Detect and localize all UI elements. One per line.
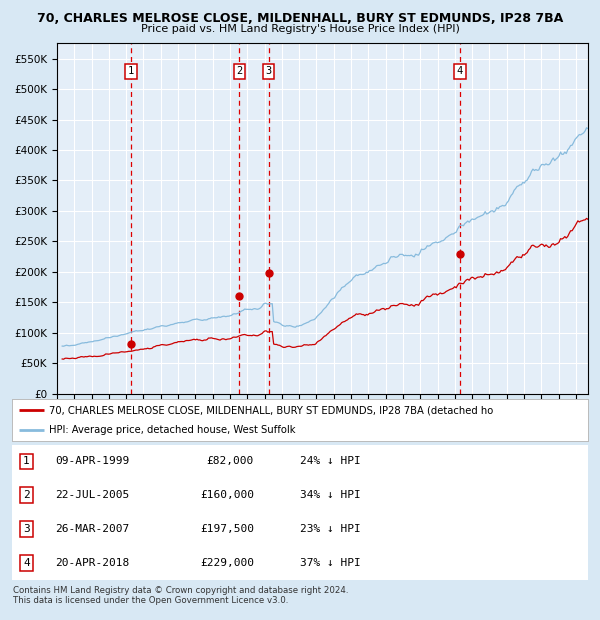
Text: 37% ↓ HPI: 37% ↓ HPI xyxy=(300,558,361,568)
Text: 34% ↓ HPI: 34% ↓ HPI xyxy=(300,490,361,500)
Text: 70, CHARLES MELROSE CLOSE, MILDENHALL, BURY ST EDMUNDS, IP28 7BA (detached ho: 70, CHARLES MELROSE CLOSE, MILDENHALL, B… xyxy=(49,405,494,415)
Text: This data is licensed under the Open Government Licence v3.0.: This data is licensed under the Open Gov… xyxy=(13,596,289,606)
Text: Price paid vs. HM Land Registry's House Price Index (HPI): Price paid vs. HM Land Registry's House … xyxy=(140,24,460,34)
Text: 20-APR-2018: 20-APR-2018 xyxy=(56,558,130,568)
Text: 23% ↓ HPI: 23% ↓ HPI xyxy=(300,524,361,534)
Text: £197,500: £197,500 xyxy=(200,524,254,534)
Text: 24% ↓ HPI: 24% ↓ HPI xyxy=(300,456,361,466)
Text: 3: 3 xyxy=(23,524,30,534)
Text: 1: 1 xyxy=(23,456,30,466)
Text: 70, CHARLES MELROSE CLOSE, MILDENHALL, BURY ST EDMUNDS, IP28 7BA: 70, CHARLES MELROSE CLOSE, MILDENHALL, B… xyxy=(37,12,563,25)
Text: £82,000: £82,000 xyxy=(206,456,254,466)
Text: Contains HM Land Registry data © Crown copyright and database right 2024.: Contains HM Land Registry data © Crown c… xyxy=(13,586,349,595)
Text: 2: 2 xyxy=(23,490,30,500)
Text: 22-JUL-2005: 22-JUL-2005 xyxy=(56,490,130,500)
Text: £229,000: £229,000 xyxy=(200,558,254,568)
Text: 4: 4 xyxy=(23,558,30,568)
Text: 09-APR-1999: 09-APR-1999 xyxy=(56,456,130,466)
Text: £160,000: £160,000 xyxy=(200,490,254,500)
Text: 2: 2 xyxy=(236,66,242,76)
Text: 4: 4 xyxy=(457,66,463,76)
Text: 1: 1 xyxy=(128,66,134,76)
Text: HPI: Average price, detached house, West Suffolk: HPI: Average price, detached house, West… xyxy=(49,425,296,435)
Text: 3: 3 xyxy=(265,66,272,76)
Text: 26-MAR-2007: 26-MAR-2007 xyxy=(56,524,130,534)
